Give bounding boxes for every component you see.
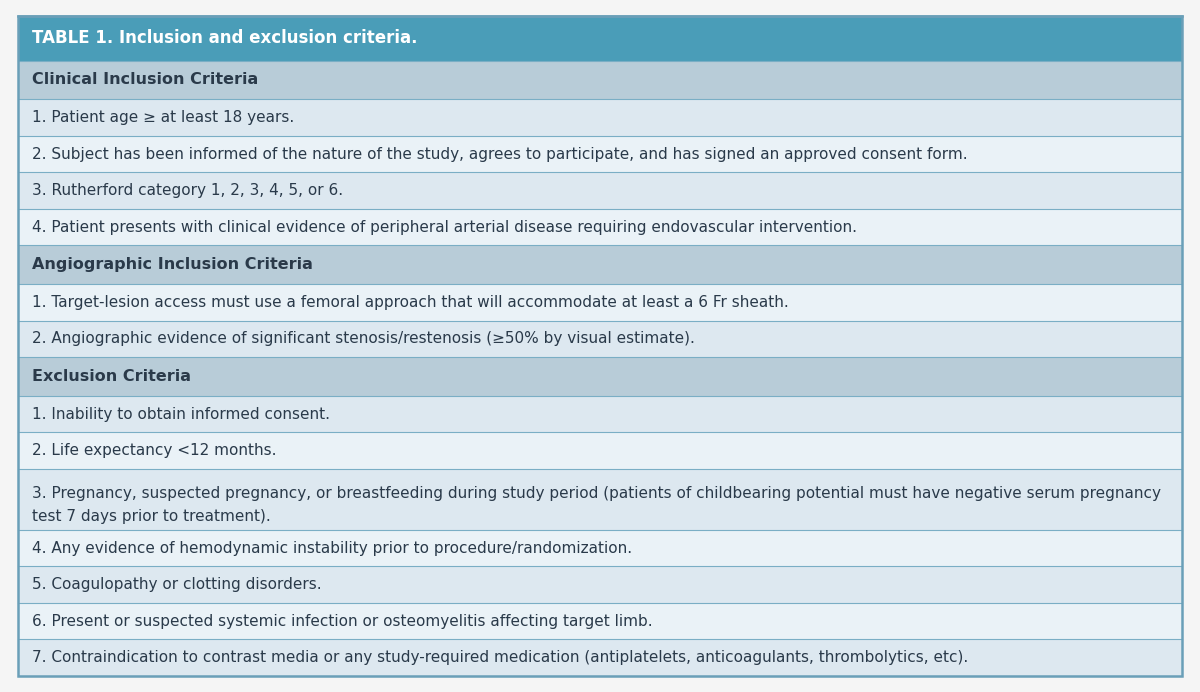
Text: 2. Life expectancy <12 months.: 2. Life expectancy <12 months. — [32, 443, 276, 458]
Bar — [18, 246, 1182, 284]
Text: test 7 days prior to treatment).: test 7 days prior to treatment). — [32, 509, 271, 524]
Bar — [18, 432, 1182, 469]
Text: 1. Inability to obtain informed consent.: 1. Inability to obtain informed consent. — [32, 406, 330, 421]
Bar — [18, 16, 1182, 61]
Text: 2. Subject has been informed of the nature of the study, agrees to participate, : 2. Subject has been informed of the natu… — [32, 147, 967, 162]
Bar — [18, 99, 1182, 136]
Text: 3. Rutherford category 1, 2, 3, 4, 5, or 6.: 3. Rutherford category 1, 2, 3, 4, 5, or… — [32, 183, 343, 198]
Bar — [18, 469, 1182, 530]
Bar — [18, 172, 1182, 209]
Text: TABLE 1. Inclusion and exclusion criteria.: TABLE 1. Inclusion and exclusion criteri… — [32, 29, 418, 47]
Text: 3. Pregnancy, suspected pregnancy, or breastfeeding during study period (patient: 3. Pregnancy, suspected pregnancy, or br… — [32, 486, 1162, 501]
Text: 2. Angiographic evidence of significant stenosis/restenosis (≥50% by visual esti: 2. Angiographic evidence of significant … — [32, 331, 695, 347]
Bar — [18, 209, 1182, 246]
Bar — [18, 603, 1182, 639]
Text: 7. Contraindication to contrast media or any study-required medication (antiplat: 7. Contraindication to contrast media or… — [32, 650, 968, 665]
Text: Exclusion Criteria: Exclusion Criteria — [32, 369, 191, 384]
Text: Angiographic Inclusion Criteria: Angiographic Inclusion Criteria — [32, 257, 313, 272]
Bar — [18, 284, 1182, 320]
Text: Clinical Inclusion Criteria: Clinical Inclusion Criteria — [32, 73, 258, 87]
Bar — [18, 320, 1182, 357]
Bar — [18, 530, 1182, 566]
Bar — [18, 566, 1182, 603]
Bar — [18, 357, 1182, 396]
Bar — [18, 396, 1182, 432]
Text: 1. Patient age ≥ at least 18 years.: 1. Patient age ≥ at least 18 years. — [32, 110, 294, 125]
Text: 6. Present or suspected systemic infection or osteomyelitis affecting target lim: 6. Present or suspected systemic infecti… — [32, 614, 653, 628]
Text: 4. Patient presents with clinical evidence of peripheral arterial disease requir: 4. Patient presents with clinical eviden… — [32, 219, 857, 235]
Text: 4. Any evidence of hemodynamic instability prior to procedure/randomization.: 4. Any evidence of hemodynamic instabili… — [32, 540, 632, 556]
Text: 5. Coagulopathy or clotting disorders.: 5. Coagulopathy or clotting disorders. — [32, 577, 322, 592]
Bar — [18, 136, 1182, 172]
Text: 1. Target-lesion access must use a femoral approach that will accommodate at lea: 1. Target-lesion access must use a femor… — [32, 295, 788, 310]
Bar — [18, 639, 1182, 676]
Bar — [18, 61, 1182, 99]
